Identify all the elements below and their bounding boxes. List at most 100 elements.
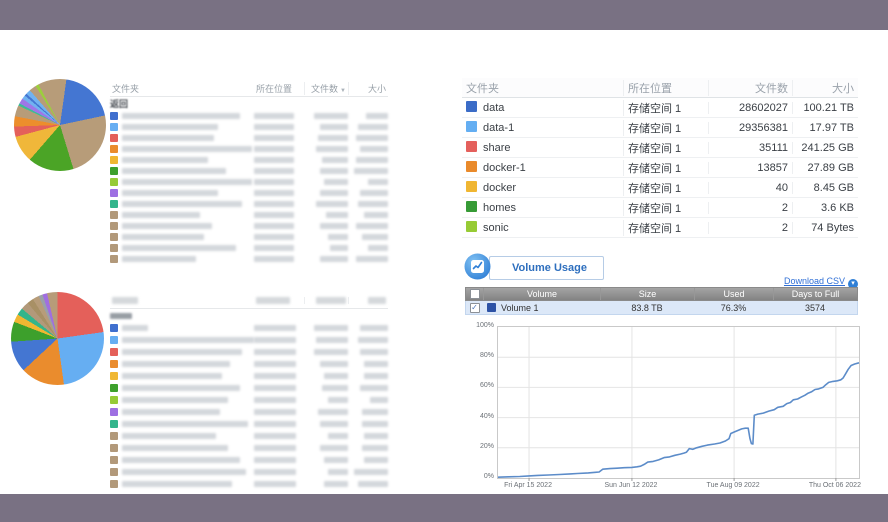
download-csv-link[interactable]: Download CSV	[783, 276, 845, 286]
blurred-folder-row[interactable]	[110, 176, 388, 187]
x-axis-tick-label: Thu Oct 06 2022	[808, 482, 861, 489]
folder-color-swatch	[110, 444, 118, 452]
blurred-text-bar	[320, 123, 348, 130]
blurred-folder-row[interactable]	[110, 220, 388, 231]
blurred-folder-row[interactable]	[110, 187, 388, 198]
volume-name: Volume 1	[501, 302, 539, 313]
blurred-text-bar	[324, 481, 348, 487]
folder-row[interactable]: docker 存储空间 1 40 8.45 GB	[462, 178, 858, 198]
blurred-text-bar	[328, 469, 348, 475]
blurred-location-cell	[254, 323, 304, 333]
blurred-folder-row[interactable]	[110, 165, 388, 176]
blurred-text-bar	[254, 457, 296, 463]
blurred-text-bar	[254, 361, 296, 367]
blurred-location-cell	[254, 383, 304, 393]
folder-color-swatch	[110, 336, 118, 344]
blurred-folder-row[interactable]	[110, 198, 388, 209]
blurred-name-cell	[122, 373, 254, 379]
blurred-text-bar	[254, 123, 294, 130]
blurred-folder-row[interactable]	[110, 121, 388, 132]
blurred-text-bar	[316, 296, 346, 304]
column-header-volume[interactable]: Volume	[483, 288, 600, 300]
folder-row[interactable]: share 存储空间 1 35111 241.25 GB	[462, 138, 858, 158]
select-all-checkbox[interactable]	[466, 288, 483, 300]
folder-row[interactable]: data-1 存储空间 1 29356381 17.97 TB	[462, 118, 858, 138]
blurred-folder-row[interactable]	[110, 382, 388, 394]
blurred-folder-row[interactable]	[110, 430, 388, 442]
column-header-used[interactable]: Used	[694, 288, 773, 300]
blurred-count-cell	[304, 134, 348, 141]
blurred-folder-row[interactable]	[110, 334, 388, 346]
blurred-text-bar	[122, 481, 232, 487]
back-link-blurred[interactable]	[110, 312, 132, 319]
back-link[interactable]: 返回	[110, 99, 129, 109]
column-header-count[interactable]: 文件数 ▼	[304, 81, 348, 95]
blurred-folder-row[interactable]	[110, 346, 388, 358]
folder-color-swatch	[110, 480, 118, 488]
blurred-location-cell	[254, 210, 304, 220]
column-header-size[interactable]: 大小	[792, 79, 858, 96]
folder-size-cell: 27.89 GB	[792, 161, 858, 174]
blurred-folder-row[interactable]	[110, 110, 388, 121]
folder-color-swatch	[110, 324, 118, 332]
blurred-folder-row[interactable]	[110, 253, 388, 264]
blurred-text-bar	[370, 397, 388, 403]
blurred-text-bar	[358, 123, 388, 130]
column-header-folder[interactable]: 文件夹	[466, 82, 499, 95]
blurred-text-bar	[320, 421, 348, 427]
back-row[interactable]: 返回	[110, 97, 388, 110]
folder-color-swatch	[110, 420, 118, 428]
blurred-size-cell	[348, 397, 388, 403]
blurred-location-cell	[254, 133, 304, 143]
blurred-folder-row[interactable]	[110, 466, 388, 478]
back-row[interactable]	[110, 309, 388, 322]
blurred-folder-row[interactable]	[110, 154, 388, 165]
blurred-folder-row[interactable]	[110, 370, 388, 382]
blurred-folder-row[interactable]	[110, 322, 388, 334]
blurred-folder-row[interactable]	[110, 406, 388, 418]
blurred-folder-row[interactable]	[110, 454, 388, 466]
pie-chart-top[interactable]	[14, 79, 106, 171]
blurred-folder-row[interactable]	[110, 209, 388, 220]
blurred-folder-row[interactable]	[110, 442, 388, 454]
column-header-count[interactable]: 文件数	[708, 79, 792, 96]
column-header-location[interactable]: 所在位置	[256, 83, 293, 94]
volume-row[interactable]: ✓ Volume 1 83.8 TB 76.3% 3574	[465, 301, 858, 315]
folder-row[interactable]: docker-1 存储空间 1 13857 27.89 GB	[462, 158, 858, 178]
blurred-text-bar	[318, 409, 348, 415]
column-header-folder[interactable]: 文件夹	[112, 83, 140, 94]
blurred-folder-row[interactable]	[110, 418, 388, 430]
blurred-text-bar	[364, 433, 388, 439]
blurred-text-bar	[320, 255, 348, 262]
column-header-size[interactable]: 大小	[348, 81, 388, 95]
blurred-name-cell	[122, 409, 254, 415]
folder-name: data	[483, 102, 505, 114]
column-header-size[interactable]: Size	[600, 288, 694, 300]
y-axis-tick-label: 40%	[479, 412, 494, 420]
column-header-location[interactable]: 所在位置	[623, 79, 708, 96]
blurred-folder-row[interactable]	[110, 394, 388, 406]
blurred-folder-row[interactable]	[110, 143, 388, 154]
blurred-rows-container	[110, 322, 388, 490]
folder-row[interactable]: data 存储空间 1 28602027 100.21 TB	[462, 98, 858, 118]
blurred-text-bar	[122, 211, 200, 218]
folder-color-swatch	[466, 181, 477, 192]
blurred-header-cell	[110, 296, 254, 304]
download-icon[interactable]: ▾	[848, 279, 858, 289]
row-checkbox[interactable]: ✓	[466, 302, 483, 313]
blurred-folder-row[interactable]	[110, 132, 388, 143]
folder-color-swatch	[110, 468, 118, 476]
folder-row[interactable]: sonic 存储空间 1 2 74 Bytes	[462, 218, 858, 238]
blurred-folder-row[interactable]	[110, 478, 388, 490]
blurred-folder-row[interactable]	[110, 358, 388, 370]
folder-row[interactable]: homes 存储空间 1 2 3.6 KB	[462, 198, 858, 218]
blurred-folder-row[interactable]	[110, 231, 388, 242]
pie-chart-bottom[interactable]	[11, 292, 104, 385]
blurred-count-cell	[304, 397, 348, 403]
folder-name-cell: data-1	[462, 121, 623, 134]
folder-name-cell: docker-1	[462, 161, 623, 174]
column-header-days-to-full[interactable]: Days to Full	[773, 288, 857, 300]
blurred-location-cell	[254, 232, 304, 242]
blurred-text-bar	[314, 349, 348, 355]
blurred-folder-row[interactable]	[110, 242, 388, 253]
